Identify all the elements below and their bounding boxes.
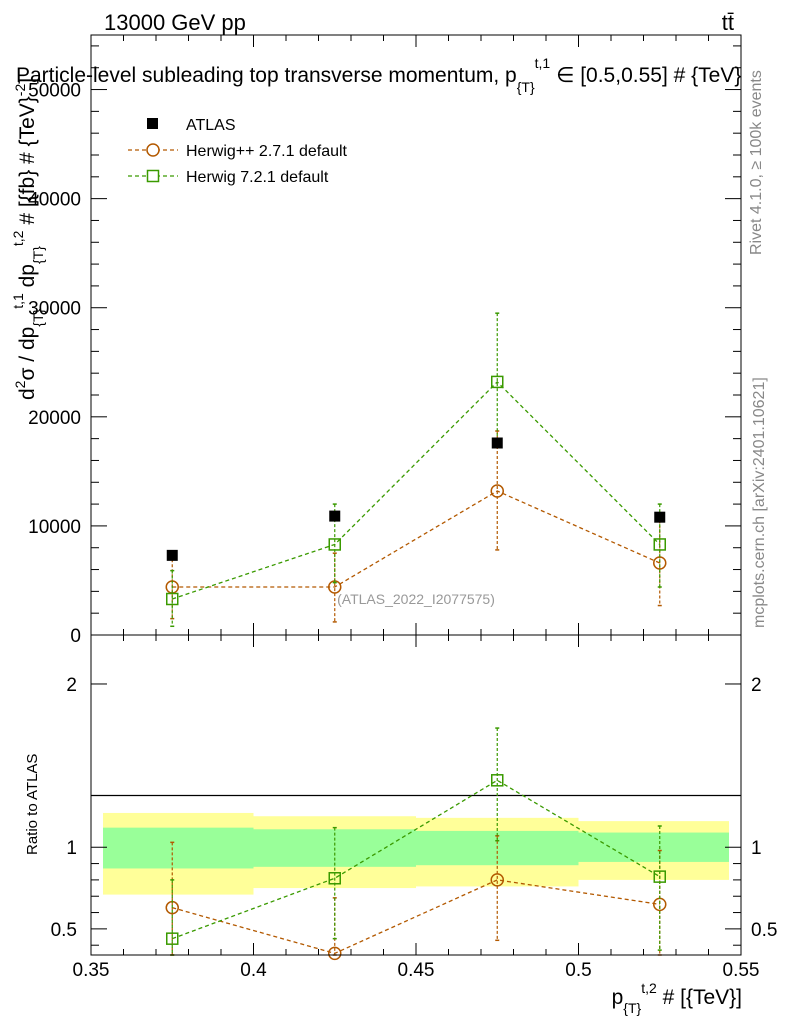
- ratio-y-axis-label: Ratio to ATLAS: [24, 754, 41, 855]
- ratio-y-tick-label-right: 2: [751, 675, 762, 696]
- atlas-point: [329, 510, 341, 522]
- atlas-point: [491, 437, 503, 449]
- x-tick-label: 0.45: [398, 960, 435, 981]
- herwig7-point: [328, 538, 341, 551]
- legend-marker-herwigpp: [146, 143, 160, 157]
- collision-label: 13000 GeV pp: [104, 10, 246, 35]
- main-y-tick-label: 0: [70, 626, 81, 647]
- atlas-point: [654, 511, 666, 523]
- main-title: Particle-level subleading top transverse…: [16, 55, 741, 95]
- analysis-watermark: (ATLAS_2022_I2077575): [337, 591, 495, 607]
- ratio-herwigpp-point: [328, 946, 342, 961]
- ratio-panel-series: [165, 727, 667, 961]
- ratio-herwigpp-point: [490, 873, 504, 887]
- ratio-herwig7-point: [328, 872, 341, 885]
- x-tick-label: 0.55: [723, 960, 760, 981]
- legend-label-herwigpp: Herwig++ 2.7.1 default: [186, 143, 348, 160]
- main-y-tick-label: 30000: [28, 299, 81, 320]
- ratio-herwigpp-line: [172, 879, 660, 955]
- ratio-y-tick-label-right: 0.5: [751, 920, 777, 941]
- main-y-tick-label: 50000: [28, 81, 81, 102]
- herwigpp-point: [490, 484, 504, 498]
- herwig7-point: [166, 592, 179, 606]
- main-y-tick-label: 10000: [28, 517, 81, 538]
- ratio-herwig7-point: [491, 774, 504, 787]
- ratio-band-green: [103, 827, 254, 869]
- ratio-herwig7-line: [172, 779, 661, 940]
- herwig7-point: [491, 375, 504, 389]
- herwig7-point: [653, 538, 666, 551]
- x-tick-label: 0.4: [240, 960, 267, 981]
- ratio-uncertainty-bands: [103, 812, 729, 895]
- ratio-herwig7-point: [166, 932, 179, 945]
- legend-label-atlas: ATLAS: [186, 117, 236, 134]
- ratio-y-tick-label: 1: [66, 838, 77, 859]
- x-tick-label: 0.35: [73, 960, 110, 981]
- x-tick-label: 0.5: [565, 960, 591, 981]
- herwigpp-line: [172, 490, 661, 588]
- main-y-tick-label: 40000: [28, 190, 81, 211]
- x-axis-label: p{T}t,2 # [{TeV}]: [612, 980, 742, 1016]
- rivet-label: Rivet 4.1.0, ≥ 100k events: [748, 70, 765, 255]
- main-y-tick-labels: 0 10000 20000 30000 40000 50000: [28, 81, 81, 647]
- main-y-axis-label: d2σ / dp{T}t,1 dp{T}t,2 # [{fb} # {TeV}-…: [10, 78, 46, 400]
- ratio-band-green: [578, 832, 729, 862]
- main-panel-ticks: [90, 35, 742, 636]
- ratio-herwig7-point: [653, 870, 666, 883]
- mcplots-label: mcplots.cern.ch [arXiv:2401.10621]: [751, 377, 768, 628]
- ratio-y-tick-label: 2: [66, 675, 77, 696]
- main-panel-series: [165, 312, 667, 628]
- ratio-y-tick-label: 0.5: [51, 920, 77, 941]
- ratio-y-tick-label-right: 1: [751, 838, 762, 859]
- legend-marker-herwig7: [146, 169, 160, 183]
- legend: ATLAS Herwig++ 2.7.1 default Herwig 7.2.…: [128, 117, 348, 186]
- ratio-panel-frame: [90, 634, 742, 956]
- legend-label-herwig7: Herwig 7.2.1 default: [186, 169, 329, 186]
- ratio-y-tick-labels: 0.5 0.5 1 1 2 2: [51, 675, 778, 941]
- atlas-point: [166, 549, 178, 561]
- legend-marker-atlas: [147, 118, 158, 129]
- ratio-panel-ticks: [90, 635, 742, 955]
- process-label: tt̄: [722, 10, 734, 35]
- main-y-tick-label: 20000: [28, 408, 81, 429]
- x-tick-labels: 0.35 0.4 0.45 0.5 0.55: [73, 960, 760, 981]
- herwig7-line: [172, 380, 661, 600]
